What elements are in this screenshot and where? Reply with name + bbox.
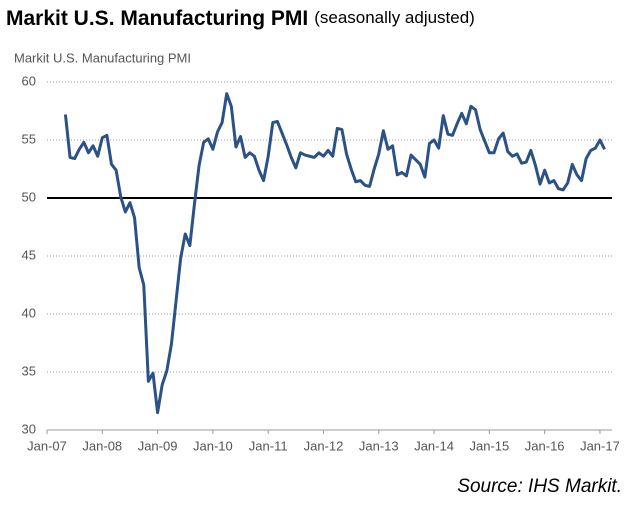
x-tick-label: Jan-15: [469, 438, 509, 453]
x-tick-label: Jan-13: [359, 438, 399, 453]
x-tick-label: Jan-07: [27, 438, 67, 453]
x-tick-label: Jan-14: [414, 438, 454, 453]
x-tick-label: Jan-10: [193, 438, 233, 453]
x-tick-label: Jan-16: [525, 438, 565, 453]
y-axis-label: Markit U.S. Manufacturing PMI: [14, 50, 191, 65]
y-tick-label: 30: [22, 421, 36, 436]
x-tick-label: Jan-17: [580, 438, 620, 453]
source-note: Source: IHS Markit.: [457, 476, 622, 497]
y-tick-label: 45: [22, 247, 36, 262]
chart-title-block: Markit U.S. Manufacturing PMI (seasonally…: [6, 7, 475, 30]
chart-title: Markit U.S. Manufacturing PMI: [6, 7, 308, 30]
y-tick-label: 50: [22, 189, 36, 204]
data-line: [63, 92, 606, 415]
chart-subtitle: (seasonally adjusted): [314, 8, 475, 27]
x-tick-label: Jan-09: [138, 438, 178, 453]
x-tick-label: Jan-11: [249, 438, 288, 453]
y-tick-label: 40: [22, 305, 36, 320]
y-tick-label: 60: [22, 73, 36, 88]
y-tick-label: 35: [22, 363, 36, 378]
x-tick-label: Jan-12: [304, 438, 344, 453]
x-tick-label: Jan-08: [82, 438, 122, 453]
y-tick-label: 55: [22, 131, 36, 146]
